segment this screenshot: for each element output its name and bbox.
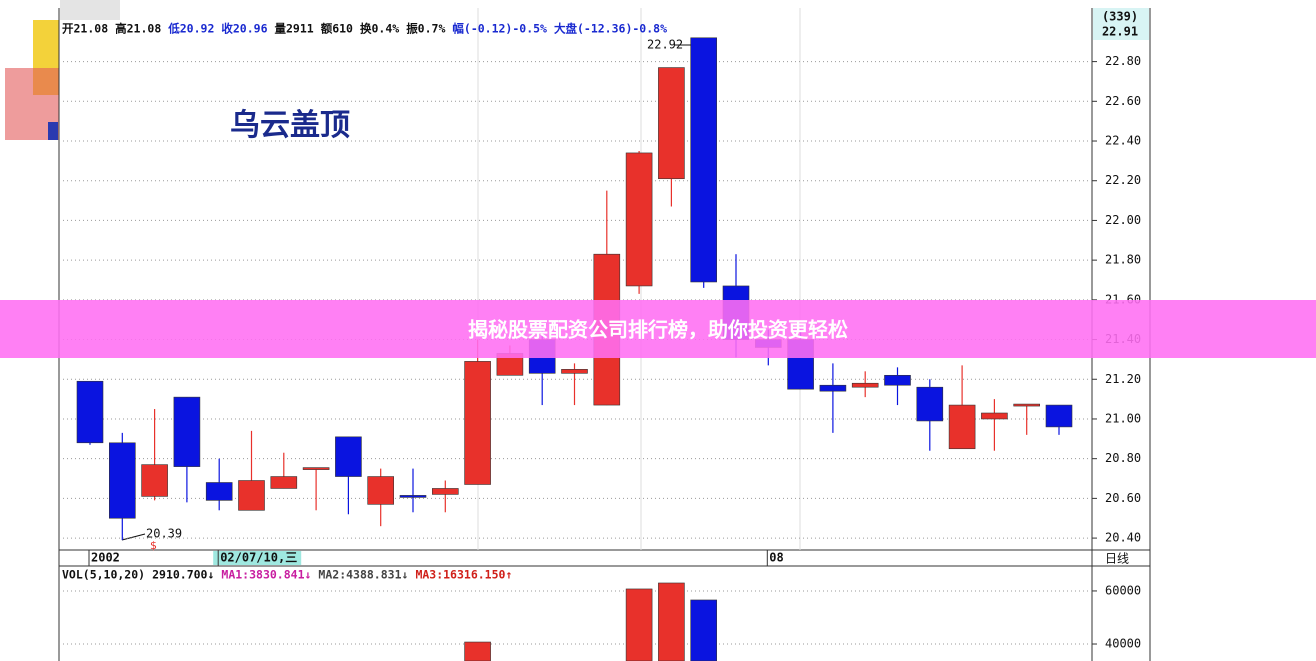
candle-body xyxy=(884,374,911,386)
volume-bar xyxy=(658,582,685,661)
candle-body xyxy=(431,488,459,495)
annotation-leader xyxy=(121,533,146,541)
candle-body xyxy=(302,467,330,470)
candle-body xyxy=(1045,404,1073,428)
high-annotation: 22.92 xyxy=(647,38,683,52)
header-item: 收20.96 xyxy=(221,22,267,36)
header-item: 大盘(-12.36)-0.8% xyxy=(554,22,667,36)
candle-body xyxy=(690,37,718,283)
candle-body xyxy=(335,436,362,477)
blur-artifact xyxy=(60,0,120,20)
y-tick-label: 21.20 xyxy=(1105,372,1141,386)
volume-bar xyxy=(464,641,491,661)
header-item: MA3:16316.150↑ xyxy=(415,568,512,582)
candle-body xyxy=(1013,403,1041,407)
low-annotation: 20.39 xyxy=(146,527,182,541)
y-tick-label: 22.20 xyxy=(1105,173,1141,187)
candle-body xyxy=(464,361,491,485)
price-box-price: 22.91 xyxy=(1102,25,1138,39)
header-item: MA2:4388.831↓ xyxy=(318,568,408,582)
candle-body xyxy=(819,384,847,392)
candle-body xyxy=(205,482,233,501)
y-tick-label: 21.00 xyxy=(1105,411,1141,425)
candle-body xyxy=(76,380,104,444)
marker-annotation: $ xyxy=(150,539,157,552)
candle-body xyxy=(948,404,976,450)
candle-body xyxy=(625,152,653,287)
header-item: 额610 xyxy=(321,22,353,36)
candle-body xyxy=(399,495,427,498)
pattern-annotation: 乌云盖顶 xyxy=(230,108,350,143)
candle-body xyxy=(173,396,201,467)
y-tick-label: 21.80 xyxy=(1105,253,1141,267)
candle-body xyxy=(658,67,685,180)
x-tick-label: 08 xyxy=(769,551,783,565)
volume-bar xyxy=(625,588,653,661)
y-tick-label: 22.60 xyxy=(1105,94,1141,108)
y-tick-label: 20.60 xyxy=(1105,491,1141,505)
volume-bar xyxy=(690,599,718,661)
overlay-banner-text: 揭秘股票配资公司排行榜，助你投资更轻松 xyxy=(468,318,848,342)
candle-body xyxy=(109,442,136,519)
header-item: 换0.4% xyxy=(360,22,399,36)
y-tick-label: 22.80 xyxy=(1105,54,1141,68)
y-tick-label: 22.40 xyxy=(1105,134,1141,148)
candle-body xyxy=(916,386,944,422)
header-item: VOL(5,10,20) xyxy=(62,568,145,582)
y-tick-label: 20.40 xyxy=(1105,531,1141,545)
x-tick-label: 2002 xyxy=(91,551,120,565)
overlay-banner xyxy=(0,300,1316,358)
header-item: 量2911 xyxy=(275,22,314,36)
candle-body xyxy=(981,412,1008,420)
y-tick-label: 20.80 xyxy=(1105,451,1141,465)
header-item: 幅(-0.12)-0.5% xyxy=(452,22,547,36)
header-item: 低20.92 xyxy=(167,22,214,36)
y-tick-label: 40000 xyxy=(1105,637,1141,651)
y-tick-label: 60000 xyxy=(1105,583,1141,597)
price-box xyxy=(1093,8,1149,40)
x-tick-label: 02/07/10,三 xyxy=(220,551,297,565)
candle-body xyxy=(561,369,588,374)
header-item: 2910.700↓ xyxy=(152,568,214,582)
blur-artifact xyxy=(48,122,58,140)
header-item: MA1:3830.841↓ xyxy=(221,568,311,582)
header-item: 高21.08 xyxy=(115,22,161,36)
candle-body xyxy=(270,476,298,489)
candle-body xyxy=(238,480,265,511)
header-item: 振0.7% xyxy=(406,22,445,36)
candle-body xyxy=(141,464,168,497)
candle-body xyxy=(367,476,395,505)
candle-body xyxy=(851,382,879,388)
y-tick-label: 22.00 xyxy=(1105,213,1141,227)
header-item: 开21.08 xyxy=(62,22,108,36)
period-label: 日线 xyxy=(1105,552,1129,566)
price-box-count: (339) xyxy=(1102,10,1138,24)
x-label-highlight xyxy=(213,551,302,565)
